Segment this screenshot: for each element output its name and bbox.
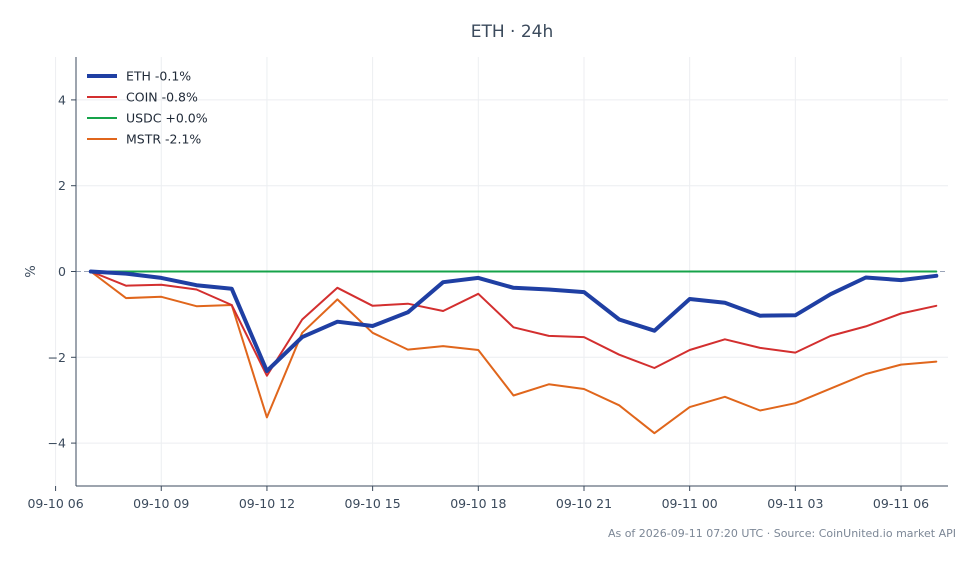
series-line-coin bbox=[89, 270, 938, 377]
legend-label-mstr: MSTR -2.1% bbox=[126, 132, 201, 147]
legend: ETH -0.1% COIN -0.8% USDC +0.0% MSTR -2.1% bbox=[87, 69, 208, 147]
y-axis-ticks: 4 2 0 −2 −4 bbox=[48, 92, 76, 451]
y-tick-label: 4 bbox=[58, 92, 66, 107]
y-tick-label: −4 bbox=[48, 436, 66, 451]
x-tick-label: 09-10 06 bbox=[27, 496, 83, 511]
x-tick-label: 09-10 15 bbox=[345, 496, 401, 511]
legend-label-eth: ETH -0.1% bbox=[126, 69, 191, 84]
y-axis-label: % bbox=[24, 265, 39, 277]
y-tick-label: 0 bbox=[58, 264, 66, 279]
x-tick-label: 09-10 09 bbox=[133, 496, 189, 511]
legend-label-coin: COIN -0.8% bbox=[126, 90, 198, 105]
series-lines bbox=[88, 269, 939, 435]
source-footnote: As of 2026-09-11 07:20 UTC · Source: Coi… bbox=[608, 527, 956, 540]
x-tick-label: 09-10 12 bbox=[239, 496, 295, 511]
x-tick-label: 09-11 06 bbox=[873, 496, 929, 511]
legend-label-usdc: USDC +0.0% bbox=[126, 111, 208, 126]
y-tick-label: 2 bbox=[58, 178, 66, 193]
x-tick-label: 09-11 00 bbox=[662, 496, 718, 511]
x-tick-label: 09-10 18 bbox=[450, 496, 506, 511]
series-line-eth bbox=[88, 269, 939, 373]
y-tick-label: −2 bbox=[48, 350, 66, 365]
x-axis-ticks: 09-10 06 09-10 09 09-10 12 09-10 15 09-10 18… bbox=[27, 486, 929, 511]
x-tick-label: 09-10 21 bbox=[556, 496, 612, 511]
series-line-mstr bbox=[89, 270, 938, 435]
x-tick-label: 09-11 03 bbox=[767, 496, 823, 511]
chart-title: ETH · 24h bbox=[471, 22, 554, 42]
